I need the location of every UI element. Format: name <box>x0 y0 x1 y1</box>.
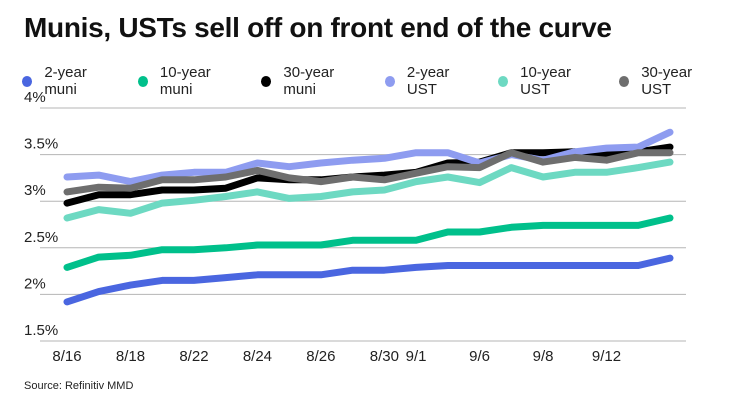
x-tick-label: 8/24 <box>243 348 272 365</box>
legend-label: 2-year UST <box>406 64 450 98</box>
series-line-2-year-muni <box>63 254 674 306</box>
x-tick-label: 8/26 <box>306 348 335 365</box>
x-tick-label: 8/22 <box>179 348 208 365</box>
legend-dot-icon <box>497 75 509 87</box>
legend-item: 2-year muni <box>22 64 119 98</box>
legend-label: 30-year UST <box>641 64 693 98</box>
legend-item: 30-year UST <box>618 64 721 98</box>
x-tick-label: 9/1 <box>406 348 427 365</box>
legend-dot-icon <box>384 75 395 87</box>
legend-dot-icon <box>261 75 272 87</box>
legend-item: 10-year muni <box>137 64 242 98</box>
x-tick-label: 9/12 <box>592 348 621 365</box>
x-tick-label: 8/18 <box>116 348 145 365</box>
x-tick-label: 9/8 <box>533 348 554 365</box>
series-line-10-year-muni <box>63 214 674 271</box>
legend-dot-icon <box>618 75 630 87</box>
series-line-30-year-ust <box>63 149 674 196</box>
legend-label: 2-year muni <box>44 64 87 98</box>
legend-dot-icon <box>137 75 148 87</box>
legend: 2-year muni 10-year muni 30-year muni 2-yea… <box>22 64 740 98</box>
y-tick-label: 1.5% <box>24 322 58 339</box>
legend-label: 10-year muni <box>159 64 211 98</box>
legend-item: 10-year UST <box>497 64 600 98</box>
series-line-10-year-ust <box>63 158 674 222</box>
x-tick-label: 9/6 <box>469 348 490 365</box>
y-tick-label: 3.5% <box>24 136 58 153</box>
source-note: Source: Refinitiv MMD <box>24 380 134 392</box>
y-tick-label: 2.5% <box>24 229 58 246</box>
series-line-2-year-ust <box>63 128 674 186</box>
y-tick-label: 3% <box>24 182 46 199</box>
y-tick-label: 2% <box>24 275 46 292</box>
legend-item: 2-year UST <box>384 64 479 98</box>
x-tick-label: 8/30 <box>370 348 399 365</box>
y-tick-label: 4% <box>24 89 46 106</box>
chart-title: Munis, USTs sell off on front end of the… <box>24 12 612 43</box>
x-tick-label: 8/16 <box>52 348 81 365</box>
legend-label: 10-year UST <box>520 64 571 98</box>
legend-label: 30-year muni <box>283 64 335 98</box>
legend-item: 30-year muni <box>261 64 365 98</box>
legend-dot-icon <box>22 75 33 87</box>
